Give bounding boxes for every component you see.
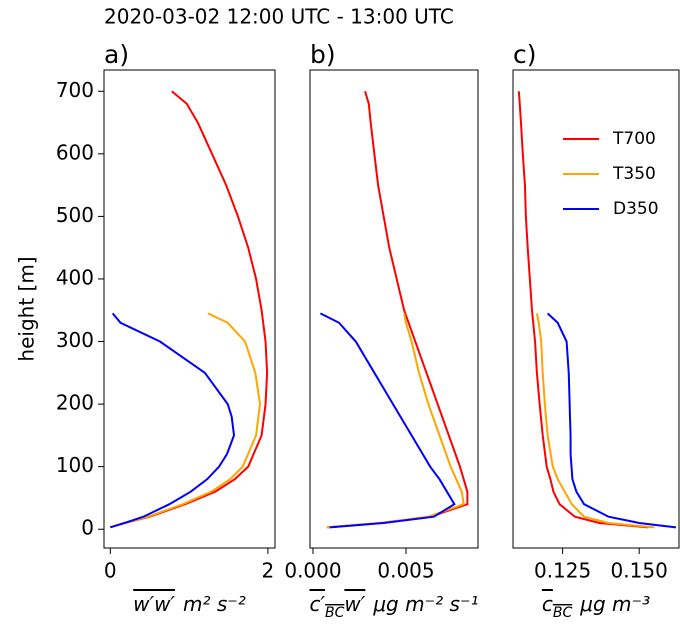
- profile-line: [110, 312, 236, 529]
- profile-line: [110, 90, 269, 529]
- x-label-unit: μg m⁻² s⁻¹: [372, 592, 478, 616]
- legend-label: T350: [612, 164, 656, 184]
- y-tick-label: 400: [56, 265, 94, 289]
- y-tick-label: 500: [56, 203, 94, 227]
- y-tick-label: 300: [56, 328, 94, 352]
- profile-line: [546, 312, 677, 529]
- x-tick-label: 0.000: [284, 559, 341, 583]
- x-label-symbol-main: c′: [309, 592, 325, 616]
- y-axis-label: height [m]: [15, 256, 39, 361]
- x-axis-label: c′BCw′ μg m⁻² s⁻¹: [309, 592, 478, 622]
- profile-line: [535, 313, 655, 529]
- x-label-unit: μg m⁻³: [579, 592, 650, 616]
- x-axis-label: w′w′ m² s⁻²: [133, 592, 246, 616]
- axes-frame: [309, 69, 479, 549]
- x-label-symbol: c′BCw′: [309, 592, 365, 622]
- y-tick-label: 100: [56, 453, 94, 477]
- x-tick-label: 0.125: [534, 559, 591, 583]
- profile-line: [110, 312, 262, 529]
- x-label-symbol-sub: BC: [553, 605, 573, 621]
- figure-title: 2020-03-02 12:00 UTC - 13:00 UTC: [104, 5, 454, 29]
- profile-line: [319, 312, 456, 529]
- profile-line: [517, 91, 649, 529]
- panel-label: a): [104, 40, 129, 69]
- x-tick-label: 2: [262, 559, 275, 583]
- legend-label: T700: [612, 129, 656, 149]
- x-label-symbol: cBC: [542, 592, 573, 622]
- axes-frame: [512, 69, 680, 549]
- axes-frame: [103, 69, 276, 549]
- x-tick-label: 0.150: [611, 559, 668, 583]
- x-label-symbol: w′w′: [133, 592, 175, 616]
- y-tick-label: 600: [56, 140, 94, 164]
- x-label-symbol-end: w′: [344, 592, 365, 616]
- panel-label: c): [513, 40, 537, 69]
- profile-line: [326, 90, 469, 529]
- x-label-symbol-sub: BC: [325, 605, 345, 621]
- x-tick-label: 0.005: [377, 559, 434, 583]
- y-tick-label: 700: [56, 78, 94, 102]
- y-tick-label: 200: [56, 391, 94, 415]
- y-tick-label: 0: [81, 516, 94, 540]
- x-label-symbol-main: c: [542, 592, 553, 616]
- x-tick-label: 0: [104, 559, 117, 583]
- legend-label: D350: [613, 199, 659, 219]
- x-axis-label: cBC μg m⁻³: [542, 592, 650, 622]
- x-label-symbol-main: w′w′: [133, 592, 175, 616]
- panel-label: b): [310, 40, 336, 69]
- x-label-unit: m² s⁻²: [183, 592, 246, 616]
